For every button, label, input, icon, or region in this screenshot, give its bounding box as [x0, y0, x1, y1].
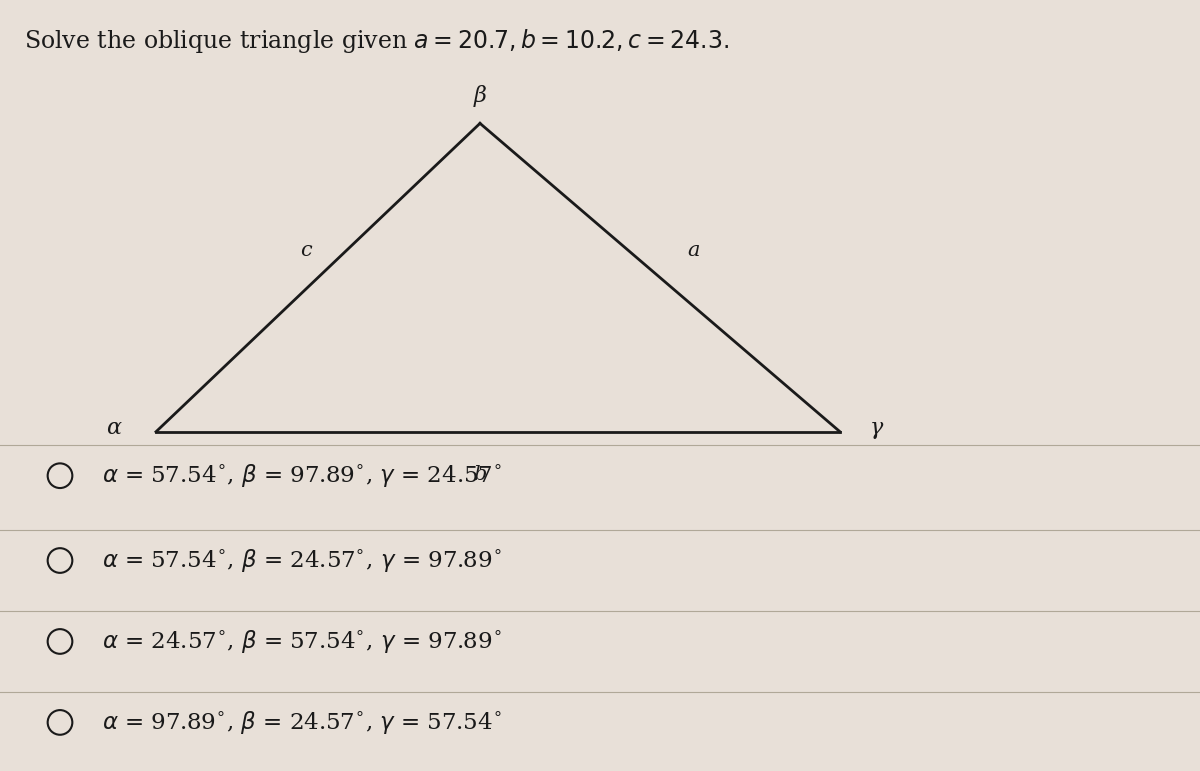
- Text: b: b: [473, 465, 487, 483]
- Text: $\alpha$ = 24.57$^{\circ}$, $\beta$ = 57.54$^{\circ}$, $\gamma$ = 97.89$^{\circ}: $\alpha$ = 24.57$^{\circ}$, $\beta$ = 57…: [102, 628, 502, 655]
- Text: $\alpha$ = 57.54$^{\circ}$, $\beta$ = 97.89$^{\circ}$, $\gamma$ = 24.57$^{\circ}: $\alpha$ = 57.54$^{\circ}$, $\beta$ = 97…: [102, 462, 502, 490]
- Text: Solve the oblique triangle given $a = 20.7, b = 10.2, c = 24.3.$: Solve the oblique triangle given $a = 20…: [24, 27, 730, 55]
- Text: a: a: [688, 241, 700, 260]
- Text: β: β: [474, 86, 486, 107]
- Text: α: α: [107, 417, 121, 439]
- Text: $\alpha$ = 97.89$^{\circ}$, $\beta$ = 24.57$^{\circ}$, $\gamma$ = 57.54$^{\circ}: $\alpha$ = 97.89$^{\circ}$, $\beta$ = 24…: [102, 709, 502, 736]
- Text: $\alpha$ = 57.54$^{\circ}$, $\beta$ = 24.57$^{\circ}$, $\gamma$ = 97.89$^{\circ}: $\alpha$ = 57.54$^{\circ}$, $\beta$ = 24…: [102, 547, 502, 574]
- Text: c: c: [300, 241, 312, 260]
- Text: γ: γ: [869, 417, 883, 439]
